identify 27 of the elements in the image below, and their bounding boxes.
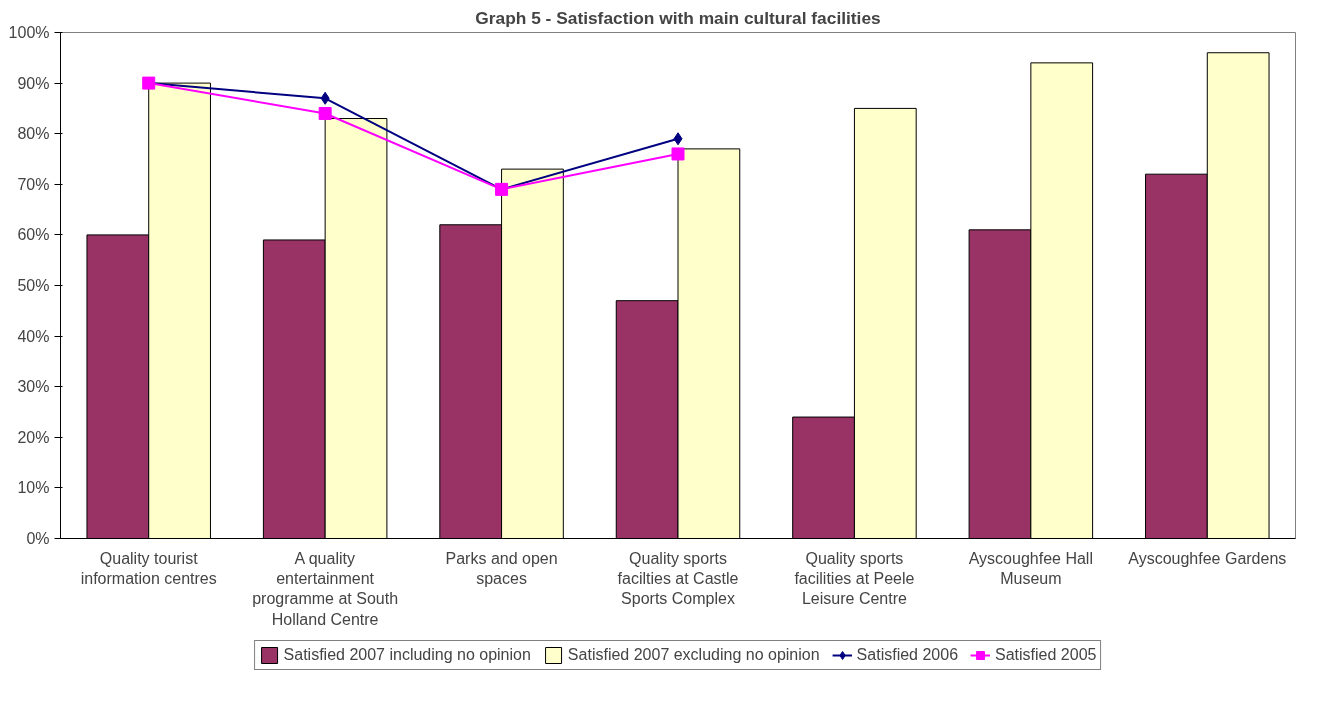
y-tick-label: 90% xyxy=(17,74,50,92)
y-tick-label: 30% xyxy=(17,378,50,396)
x-tick-label: Quality sports facilties at Castle Sports Complex xyxy=(617,549,739,608)
y-tick-label: 0% xyxy=(26,530,50,547)
y-tick-label: 60% xyxy=(17,226,50,244)
y-tick-label: 50% xyxy=(17,277,50,294)
x-tick-label: Ayscoughfee Hall Museum xyxy=(968,549,1093,587)
point xyxy=(673,132,683,146)
x-tick-label: Quality tourist information centres xyxy=(80,549,217,587)
legend-label: Satisfied 2007 including no opinion xyxy=(283,646,531,664)
point xyxy=(318,106,332,120)
y-tick-label: 100% xyxy=(8,24,50,41)
point xyxy=(671,147,685,161)
y-tick-label: 10% xyxy=(17,479,50,497)
legend-label: Satisfied 2006 xyxy=(856,646,959,664)
legend-label: Satisfied 2007 excluding no opinion xyxy=(567,646,820,664)
x-tick-label: Ayscoughfee Gardens xyxy=(1128,549,1287,567)
y-tick-label: 20% xyxy=(17,428,50,446)
y-tick-label: 80% xyxy=(17,125,50,143)
legend-label: Satisfied 2005 xyxy=(995,646,1097,664)
x-tick-label: A quality entertainment programme at South Holland Centre xyxy=(252,549,399,628)
chart-title: Graph 5 - Satisfaction with main cultural facilities xyxy=(475,7,881,28)
y-tick-label: 70% xyxy=(17,175,50,193)
x-tick-label: Parks and open spaces xyxy=(445,549,558,587)
y-tick-label: 40% xyxy=(17,327,50,345)
point xyxy=(320,91,330,105)
x-tick-label: Quality sports facilities at Peele Leisure Centre xyxy=(794,549,915,608)
